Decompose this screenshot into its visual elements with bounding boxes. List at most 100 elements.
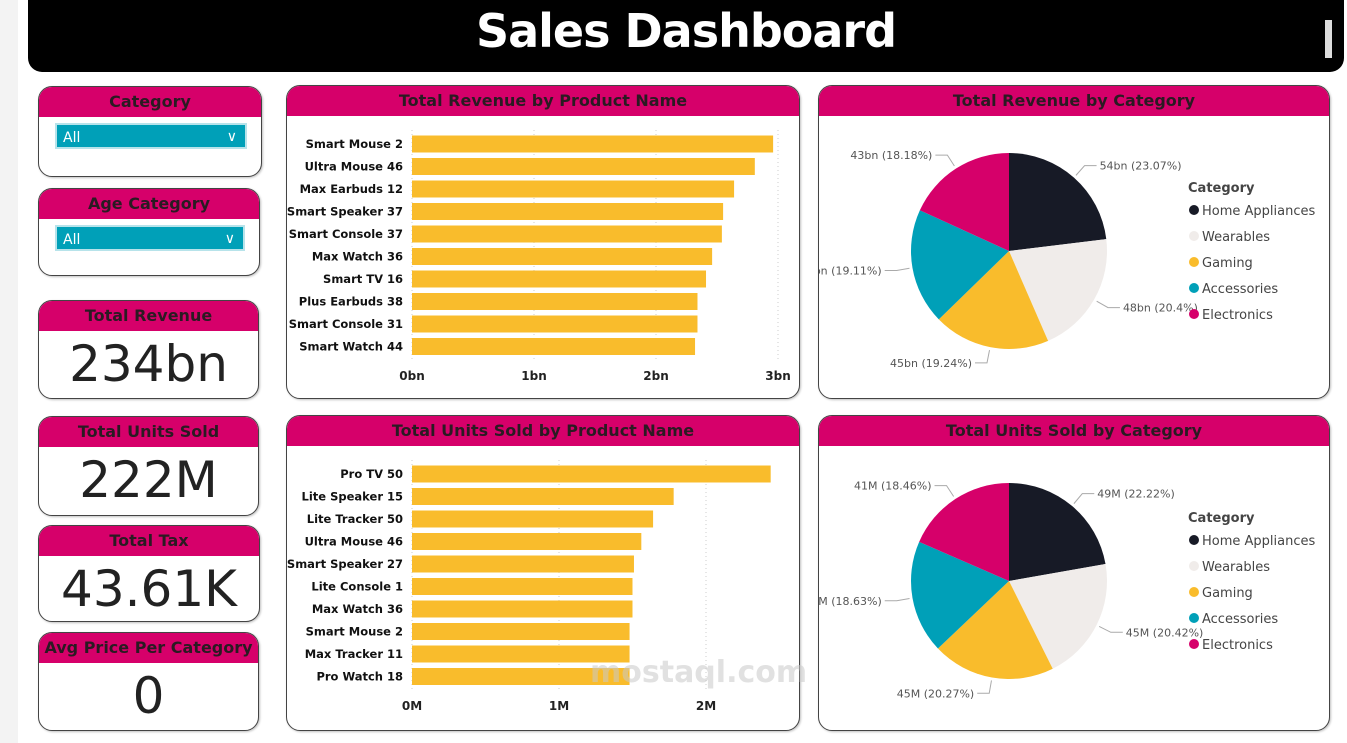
x-tick-label: 2M xyxy=(696,699,716,713)
bar xyxy=(412,135,774,153)
chevron-down-icon: ∨ xyxy=(224,231,235,247)
pie-slice xyxy=(1009,483,1106,581)
pie-slice xyxy=(911,541,1009,649)
pie-chart-svg: 49M (22.22%) 45M (20.42%) 45M (20.27%) 41M … xyxy=(819,480,1315,701)
bar xyxy=(412,533,642,550)
y-category-label: Smart Mouse 2 xyxy=(306,137,403,151)
kpi-avg-price-per-category: Avg Price Per Category 0 xyxy=(38,632,259,731)
data-label: 45bn (19.11%) xyxy=(819,264,882,277)
data-label: 48bn (20.4%) xyxy=(1123,302,1198,315)
legend-marker xyxy=(1189,561,1199,571)
leader-line xyxy=(1098,626,1123,633)
legend-title: Category xyxy=(1188,181,1255,196)
pie-slice xyxy=(919,153,1009,251)
bar xyxy=(412,668,630,685)
bar xyxy=(412,465,771,483)
bar-chart-svg: 0bn 1bn 2bn 3bn Smart Mouse 2 Ultra Mouse 46 M… xyxy=(287,130,791,383)
leader-line xyxy=(1075,165,1097,176)
slicer-title: Age Category xyxy=(39,189,259,219)
legend-item: Accessories xyxy=(1202,612,1278,627)
y-category-label: Lite Speaker 15 xyxy=(302,490,403,504)
bar-chart-svg: 0M 1M 2M Pro TV 50 Lite Speaker 15 Lite Track… xyxy=(287,460,771,713)
y-category-label: Max Watch 36 xyxy=(312,250,403,264)
units-by-category-chart: 49M (22.22%) 45M (20.42%) 45M (20.27%) 41M … xyxy=(818,415,1330,731)
leader-line xyxy=(975,350,991,364)
y-category-label: Max Earbuds 12 xyxy=(300,182,403,196)
kpi-label: Total Revenue xyxy=(39,301,258,331)
y-category-label: Lite Console 1 xyxy=(311,580,403,594)
legend-marker xyxy=(1189,257,1199,267)
legend-item: Home Appliances xyxy=(1202,534,1315,549)
y-category-label: Smart Console 37 xyxy=(289,227,403,241)
category-dropdown[interactable]: All ∨ xyxy=(55,123,247,149)
legend-item: Wearables xyxy=(1202,230,1270,245)
kpi-value: 222M xyxy=(79,451,218,509)
page-title: Sales Dashboard xyxy=(475,4,897,58)
legend-marker xyxy=(1189,639,1199,649)
x-tick-label: 3bn xyxy=(765,369,790,383)
legend-item: Gaming xyxy=(1202,256,1253,271)
y-category-label: Smart Mouse 2 xyxy=(306,625,403,639)
y-category-label: Plus Earbuds 38 xyxy=(299,295,403,309)
bar xyxy=(412,600,633,618)
kpi-total-tax: Total Tax 43.61K xyxy=(38,525,260,622)
pie-slice xyxy=(1009,239,1107,341)
kpi-total-revenue: Total Revenue 234bn xyxy=(38,300,259,399)
pie-slice xyxy=(937,581,1053,679)
pie-slice xyxy=(911,210,1009,320)
dropdown-value: All xyxy=(63,130,81,146)
legend-marker xyxy=(1189,283,1199,293)
data-label: 49M (22.22%) xyxy=(1097,488,1175,501)
watermark: mostaql.com xyxy=(590,655,808,690)
kpi-total-units-sold: Total Units Sold 222M xyxy=(38,416,259,516)
pie-chart-svg: 54bn (23.07%) 48bn (20.4%) 45bn (19.24%) 45… xyxy=(819,149,1315,370)
kpi-value: 234bn xyxy=(69,335,228,393)
bar xyxy=(412,248,713,265)
legend-item: Wearables xyxy=(1202,560,1270,575)
bar xyxy=(412,315,698,333)
legend-item: Electronics xyxy=(1202,638,1273,653)
pie-slice xyxy=(1009,153,1107,251)
bar xyxy=(412,270,707,288)
y-category-label: Ultra Mouse 46 xyxy=(305,160,403,174)
legend-item: Home Appliances xyxy=(1202,204,1315,219)
pie-slice xyxy=(938,251,1049,349)
leader-line xyxy=(1096,300,1120,309)
bar xyxy=(412,488,674,505)
x-tick-label: 0M xyxy=(402,699,422,713)
chart-title: Total Revenue by Product Name xyxy=(287,86,799,116)
y-category-label: Max Watch 36 xyxy=(312,602,403,616)
leader-line xyxy=(884,598,910,602)
legend-marker xyxy=(1189,231,1199,241)
leader-line xyxy=(977,680,992,694)
chart-title: Total Revenue by Category xyxy=(819,86,1329,116)
bar xyxy=(412,555,634,573)
age-category-slicer: Age Category All ∨ xyxy=(38,188,260,276)
x-tick-label: 2bn xyxy=(643,369,668,383)
kpi-value: 43.61K xyxy=(61,560,237,618)
scrollbar[interactable] xyxy=(1325,20,1332,58)
x-tick-label: 1M xyxy=(549,699,569,713)
leader-line xyxy=(934,485,955,497)
legend-marker xyxy=(1189,613,1199,623)
y-category-label: Pro Watch 18 xyxy=(316,670,403,684)
legend-title: Category xyxy=(1188,511,1255,526)
chevron-down-icon: ∨ xyxy=(226,129,237,145)
age-category-dropdown[interactable]: All ∨ xyxy=(55,225,245,251)
y-category-label: Lite Tracker 50 xyxy=(307,512,403,526)
bar xyxy=(412,338,696,355)
bar xyxy=(412,510,654,528)
data-label: 43bn (18.18%) xyxy=(850,149,932,162)
legend-item: Accessories xyxy=(1202,282,1278,297)
y-category-label: Smart Console 31 xyxy=(289,317,403,331)
kpi-label: Total Tax xyxy=(39,526,259,556)
data-label: 45M (20.42%) xyxy=(1126,626,1204,639)
slicer-title: Category xyxy=(39,87,261,117)
kpi-label: Avg Price Per Category xyxy=(39,633,258,663)
legend-marker xyxy=(1189,587,1199,597)
data-label: 45M (20.27%) xyxy=(897,687,975,700)
pie-slice xyxy=(1009,563,1107,669)
y-category-label: Smart TV 16 xyxy=(323,272,403,286)
leader-line xyxy=(935,154,955,167)
bar xyxy=(412,180,735,198)
